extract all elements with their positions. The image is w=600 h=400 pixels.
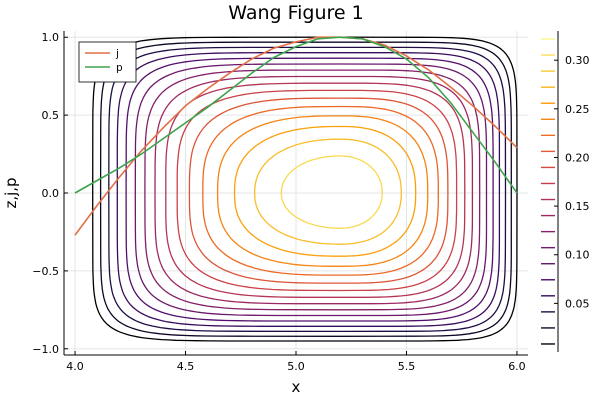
series-lines: [74, 36, 518, 236]
contour-line: [116, 52, 501, 327]
contour-line: [144, 69, 481, 311]
x-tick-label: 4.0: [66, 360, 84, 373]
y-tick-label: −1.0: [32, 343, 59, 356]
y-axis-label: z,j,p: [2, 177, 20, 208]
colorbar-tick-label: 0.15: [565, 200, 590, 213]
x-tick-label: 5.5: [398, 360, 416, 373]
contour-line: [134, 63, 488, 317]
contour-line: [108, 46, 507, 333]
contour-line: [280, 155, 383, 229]
x-tick-label: 5.0: [287, 360, 305, 373]
colorbar-tick-label: 0.10: [565, 249, 590, 262]
series-line-p: [74, 36, 518, 194]
legend-label-j: j: [115, 48, 119, 60]
colorbar-tick-label: 0.05: [565, 297, 590, 310]
contour-line: [154, 75, 474, 305]
x-tick-label: 4.5: [177, 360, 195, 373]
contour-line: [216, 115, 429, 267]
x-axis-label: x: [292, 378, 301, 396]
x-tick-label: 6.0: [508, 360, 526, 373]
contour-lines: [92, 36, 518, 342]
y-axis-ticks: −1.0 −0.5 0.0 0.5 1.0: [32, 31, 68, 356]
legend-label-p: p: [116, 62, 123, 74]
y-tick-label: 0.5: [42, 109, 60, 122]
contour-line: [233, 125, 417, 257]
contour-line: [188, 97, 449, 284]
colorbar-tick-label: 0.20: [565, 151, 590, 164]
contour-line: [92, 36, 518, 342]
y-tick-label: 1.0: [42, 31, 60, 44]
legend: jp: [78, 41, 137, 83]
contour-line: [165, 82, 466, 298]
colorbar-tick-label: 0.25: [565, 103, 590, 116]
x-axis-ticks: 4.0 4.5 5.0 5.5 6.0: [66, 351, 526, 373]
contour-line: [253, 138, 402, 245]
chart-title: Wang Figure 1: [228, 2, 364, 24]
colorbar: 0.05 0.10 0.15 0.20 0.25 0.30: [541, 31, 590, 352]
contour-line: [176, 89, 458, 292]
y-tick-label: −0.5: [32, 265, 59, 278]
y-tick-label: 0.0: [42, 187, 60, 200]
colorbar-tick-label: 0.30: [565, 54, 590, 67]
series-line-j: [74, 36, 518, 236]
contour-line: [125, 57, 494, 322]
contour-line: [202, 105, 439, 276]
legend-box: [78, 41, 137, 83]
contour-line: [99, 41, 512, 337]
